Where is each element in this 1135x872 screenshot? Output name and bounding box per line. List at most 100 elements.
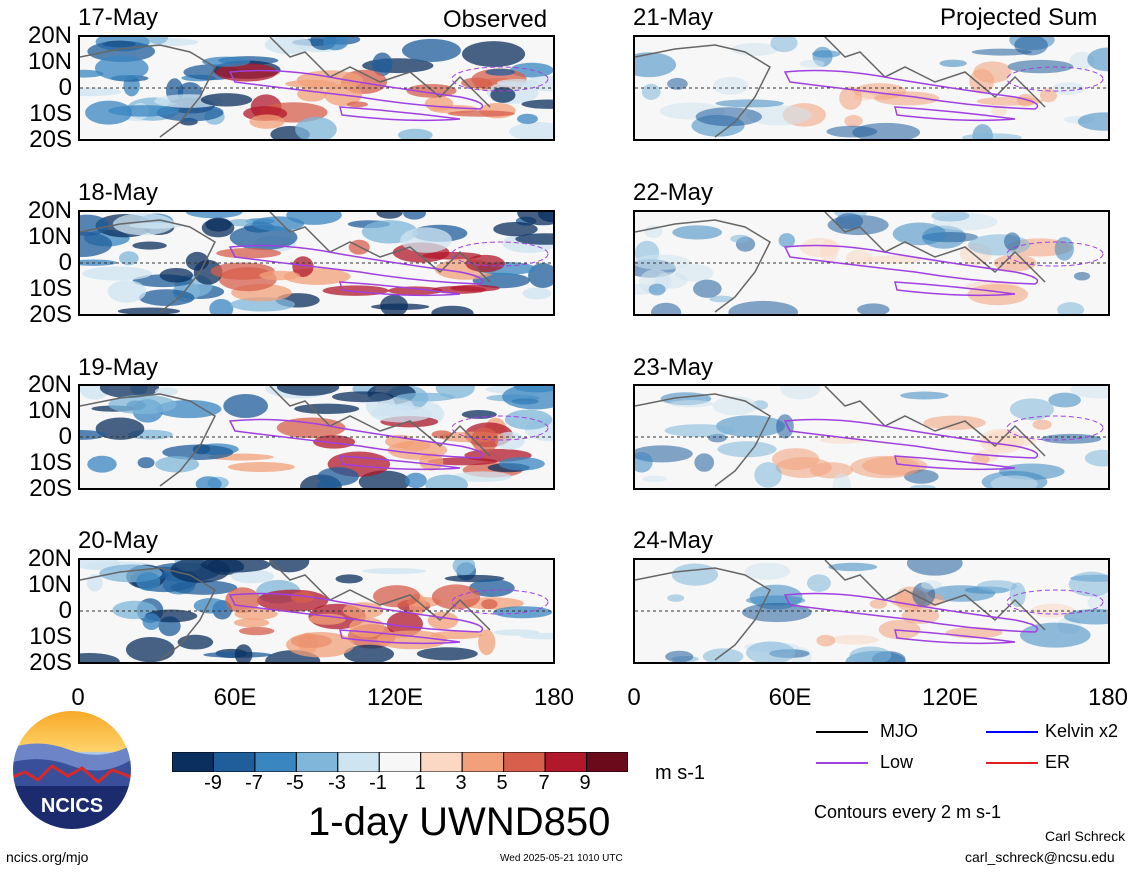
- wind-anomaly-patch: [509, 122, 553, 139]
- wind-anomaly-patch: [177, 634, 214, 650]
- wind-anomaly-patch: [1070, 386, 1108, 399]
- wind-anomaly-patch: [461, 410, 497, 419]
- wind-anomaly-patch: [138, 289, 195, 307]
- wind-anomaly-patch: [331, 391, 394, 403]
- wind-anomaly-patch: [112, 600, 157, 620]
- wind-anomaly-patch: [702, 648, 744, 662]
- wind-anomaly-patch: [431, 305, 474, 314]
- wind-anomaly-patch: [521, 99, 553, 109]
- wind-anomaly-patch: [780, 386, 821, 400]
- wind-anomaly-patch: [746, 641, 796, 662]
- wind-anomaly-patch: [1052, 82, 1085, 96]
- wind-anomaly-patch: [961, 133, 1022, 139]
- wind-anomaly-patch: [425, 474, 468, 488]
- wind-anomaly-patch: [469, 578, 515, 597]
- wind-anomaly-patch: [920, 580, 942, 590]
- wind-anomaly-patch: [742, 602, 812, 623]
- panel-date-projected-1: 21-May: [633, 4, 714, 31]
- lon-label: 0: [71, 684, 85, 711]
- wind-anomaly-patch: [820, 239, 838, 264]
- colorbar-label: 3: [455, 772, 467, 794]
- wind-anomaly-patch: [238, 626, 275, 636]
- panel-date-projected-4: 24-May: [633, 527, 714, 554]
- low-contour: [339, 455, 461, 471]
- lat-label: 10N: [27, 223, 72, 250]
- wind-anomaly-patch: [832, 473, 851, 488]
- wind-anomaly-patch: [826, 125, 878, 138]
- wind-anomaly-patch: [108, 394, 177, 415]
- lat-label: 10N: [27, 397, 72, 424]
- coastline: [80, 37, 491, 138]
- wind-anomaly-patch: [371, 303, 430, 311]
- footer-site: ncics.org/mjo: [6, 849, 89, 865]
- panel-date-projected-2: 22-May: [633, 179, 714, 206]
- footer-author: Carl Schreck: [1045, 828, 1126, 844]
- wind-anomaly-patch: [227, 218, 254, 227]
- wind-anomaly-patch: [517, 212, 553, 226]
- map-field: [80, 386, 553, 488]
- wind-anomaly-patch: [401, 38, 461, 63]
- lat-label: 0: [58, 597, 72, 624]
- wind-anomaly-patch: [215, 63, 278, 82]
- map-panel-observed-4: [78, 558, 555, 664]
- wind-anomaly-patch: [308, 613, 346, 625]
- wind-anomaly-patch: [712, 76, 749, 95]
- high-contour: [1006, 66, 1104, 92]
- coastline: [635, 212, 1046, 313]
- wind-anomaly-patch: [1087, 47, 1108, 72]
- low-contour: [894, 106, 1016, 122]
- wind-anomaly-patch: [400, 227, 452, 253]
- footer-email: carl_schreck@ncsu.edu: [965, 849, 1115, 865]
- wind-anomaly-patch: [252, 216, 305, 232]
- wind-anomaly-patch: [909, 484, 936, 488]
- wind-anomaly-patch: [667, 594, 685, 602]
- wind-anomaly-patch: [665, 650, 694, 662]
- lat-label: 20N: [27, 371, 72, 398]
- wind-anomaly-patch: [80, 87, 122, 97]
- wind-anomaly-patch: [343, 644, 394, 662]
- high-contour: [1006, 589, 1104, 615]
- wind-anomaly-patch: [249, 114, 285, 129]
- wind-anomaly-patch: [259, 270, 301, 281]
- low-contour: [228, 69, 484, 110]
- wind-anomaly-patch: [731, 42, 779, 56]
- wind-anomaly-patch: [892, 222, 947, 246]
- wind-anomaly-patch: [87, 40, 156, 62]
- wind-anomaly-patch: [667, 77, 688, 90]
- colorbar-label: 9: [579, 772, 591, 794]
- wind-anomaly-patch: [227, 462, 295, 472]
- wind-anomaly-patch: [193, 259, 223, 285]
- lon-label: 60E: [768, 684, 812, 711]
- colorbar-swatch: [378, 751, 422, 773]
- logo-text: NCICS: [41, 795, 103, 817]
- colorbar-swatch: [212, 751, 256, 773]
- wind-anomaly-patch: [770, 37, 798, 53]
- high-contour: [1006, 241, 1104, 267]
- legend-line-kelvin: [986, 731, 1038, 733]
- wind-anomaly-patch: [1054, 236, 1074, 261]
- wind-anomaly-patch: [650, 302, 682, 314]
- colorbar-swatch: [254, 751, 297, 773]
- map-title: 1-day UWND850: [308, 800, 611, 844]
- wind-anomaly-patch: [170, 580, 238, 595]
- map-field: [635, 560, 1108, 662]
- map-panel-projected-3: [633, 384, 1110, 490]
- high-contour: [451, 66, 549, 92]
- wind-anomaly-patch: [730, 234, 750, 243]
- wind-anomaly-patch: [906, 560, 963, 576]
- wind-anomaly-patch: [431, 584, 481, 610]
- wind-anomaly-patch: [776, 414, 794, 439]
- wind-anomaly-patch: [427, 457, 498, 466]
- wind-anomaly-patch: [971, 453, 990, 465]
- wind-anomaly-patch: [397, 128, 433, 139]
- wind-anomaly-patch: [1068, 571, 1108, 597]
- map-panel-projected-1: [633, 35, 1110, 141]
- wind-anomaly-patch: [674, 264, 714, 282]
- wind-anomaly-patch: [216, 248, 282, 259]
- wind-anomaly-patch: [117, 307, 181, 314]
- wind-anomaly-patch: [1009, 398, 1055, 421]
- legend-line-mjo: [816, 731, 868, 733]
- wind-anomaly-patch: [1087, 593, 1108, 612]
- lat-label: 0: [58, 423, 72, 450]
- wind-anomaly-patch: [230, 297, 295, 312]
